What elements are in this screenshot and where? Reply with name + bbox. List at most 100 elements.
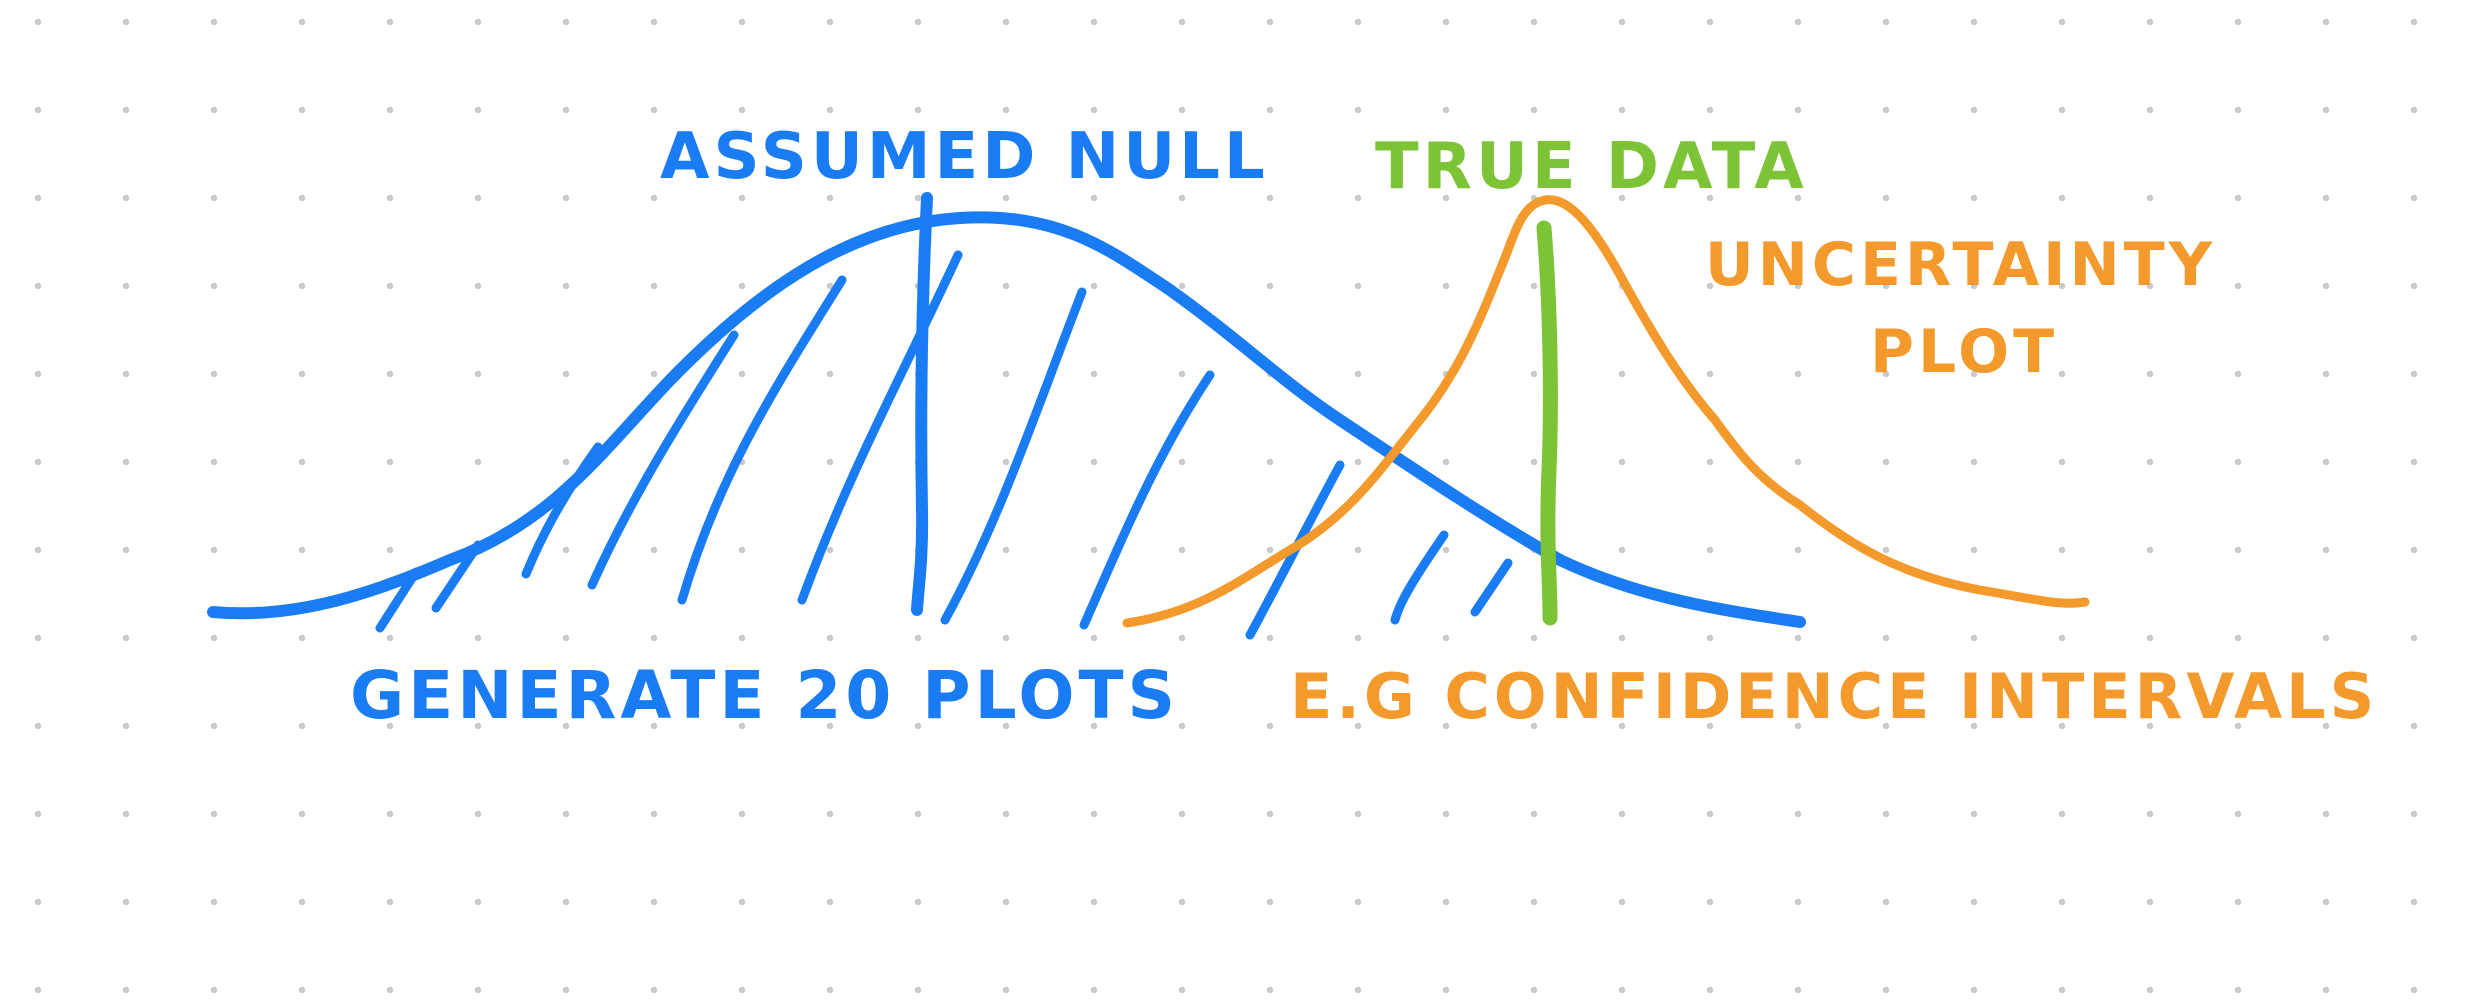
grid-dot — [1794, 810, 1802, 818]
grid-dot — [34, 546, 42, 554]
grid-dot — [210, 370, 218, 378]
grid-dot — [386, 106, 394, 114]
hatch-line — [587, 330, 739, 590]
grid-dot — [1442, 18, 1450, 26]
grid-dot — [1354, 986, 1362, 994]
grid-dot — [1618, 458, 1626, 466]
grid-dot — [210, 810, 218, 818]
grid-dot — [2322, 634, 2330, 642]
grid-dot — [1266, 18, 1274, 26]
grid-dot — [1970, 458, 1978, 466]
grid-dot — [1618, 634, 1626, 642]
grid-dot — [1266, 194, 1274, 202]
grid-dot — [826, 546, 834, 554]
grid-dot — [2322, 898, 2330, 906]
grid-dot — [1618, 810, 1626, 818]
hatch-line — [1079, 370, 1215, 630]
true-data-line — [1536, 220, 1558, 626]
grid-dot — [1794, 370, 1802, 378]
hatch-line — [431, 540, 483, 613]
grid-dot — [1002, 634, 1010, 642]
grid-dot — [826, 810, 834, 818]
grid-dot — [2234, 898, 2242, 906]
grid-dot — [562, 370, 570, 378]
grid-dot — [1530, 634, 1538, 642]
grid-dot — [2058, 194, 2066, 202]
grid-dot — [2322, 194, 2330, 202]
grid-dot — [1530, 18, 1538, 26]
grid-dot — [2058, 722, 2066, 730]
grid-dot — [562, 106, 570, 114]
grid-dot — [1882, 634, 1890, 642]
grid-dot — [122, 546, 130, 554]
grid-dot — [122, 106, 130, 114]
grid-dot — [1090, 810, 1098, 818]
grid-dot — [386, 458, 394, 466]
grid-dot — [1178, 898, 1186, 906]
grid-dot — [2058, 898, 2066, 906]
grid-dot — [1706, 634, 1714, 642]
grid-dot — [2234, 634, 2242, 642]
grid-dot — [1442, 282, 1450, 290]
grid-dot — [1882, 370, 1890, 378]
grid-dot — [474, 898, 482, 906]
grid-dot — [1266, 898, 1274, 906]
grid-dot — [1706, 546, 1714, 554]
grid-dot — [1266, 634, 1274, 642]
grid-dot — [650, 106, 658, 114]
grid-dot — [738, 634, 746, 642]
uncertainty-label: UNCERTAINTY — [1705, 230, 2216, 300]
grid-dot — [122, 898, 130, 906]
grid-dot — [1002, 810, 1010, 818]
grid-dot — [1090, 282, 1098, 290]
grid-dot — [210, 106, 218, 114]
grid-dot — [1970, 106, 1978, 114]
grid-dot — [2234, 546, 2242, 554]
grid-dot — [34, 458, 42, 466]
grid-dot — [1002, 458, 1010, 466]
grid-dot — [122, 810, 130, 818]
grid-dot — [1794, 546, 1802, 554]
assumed-null-curve — [207, 211, 1806, 628]
grid-dot — [474, 18, 482, 26]
grid-dot — [34, 810, 42, 818]
grid-dot — [1530, 282, 1538, 290]
grid-dot — [2234, 458, 2242, 466]
grid-dot — [1354, 18, 1362, 26]
grid-dot — [1178, 722, 1186, 730]
grid-dot — [1178, 18, 1186, 26]
grid-dot — [1882, 898, 1890, 906]
grid-dot — [650, 634, 658, 642]
grid-dot — [1442, 722, 1450, 730]
grid-dot — [914, 634, 922, 642]
grid-dot — [2410, 546, 2418, 554]
grid-dot — [2234, 986, 2242, 994]
grid-dot — [34, 986, 42, 994]
grid-dot — [298, 458, 306, 466]
grid-dot — [2146, 282, 2154, 290]
grid-dot — [2322, 282, 2330, 290]
grid-dot — [2146, 898, 2154, 906]
grid-dot — [298, 634, 306, 642]
grid-dot — [1090, 458, 1098, 466]
grid-dot — [386, 810, 394, 818]
grid-dot — [298, 282, 306, 290]
grid-dot — [2146, 722, 2154, 730]
grid-dot — [298, 722, 306, 730]
grid-dot — [738, 106, 746, 114]
grid-dot — [2058, 810, 2066, 818]
grid-dot — [2058, 18, 2066, 26]
grid-dot — [1354, 898, 1362, 906]
grid-dot — [1354, 106, 1362, 114]
grid-dot — [210, 986, 218, 994]
grid-dot — [1266, 722, 1274, 730]
grid-dot — [1530, 898, 1538, 906]
grid-dot — [210, 634, 218, 642]
grid-dot — [1442, 986, 1450, 994]
grid-dot — [1178, 986, 1186, 994]
grid-dot — [474, 634, 482, 642]
grid-dot — [2322, 722, 2330, 730]
hatch-line — [1390, 530, 1449, 625]
grid-dot — [1706, 986, 1714, 994]
